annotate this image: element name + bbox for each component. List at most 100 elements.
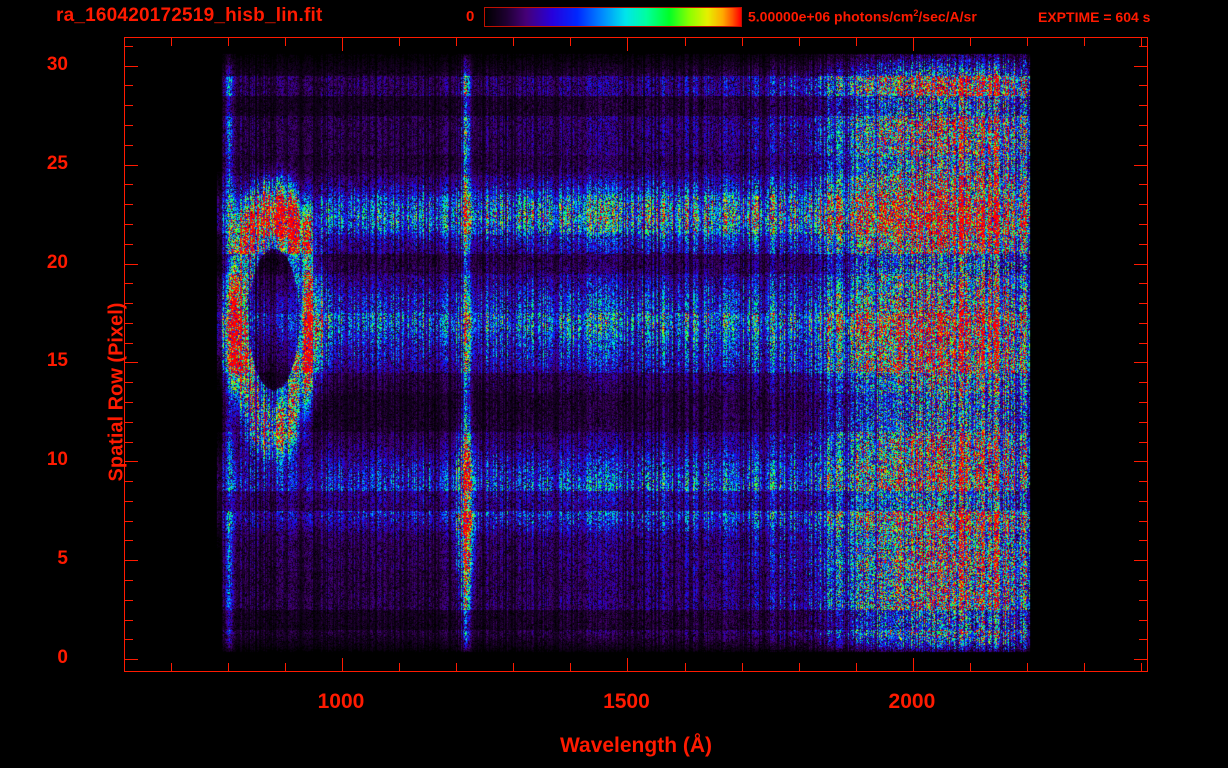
y-tick-label: 20 bbox=[46, 251, 68, 273]
y-tick bbox=[125, 46, 133, 47]
x-tick bbox=[970, 663, 971, 671]
x-tick bbox=[1084, 663, 1085, 671]
y-tick bbox=[125, 85, 133, 86]
x-tick bbox=[799, 663, 800, 671]
x-tick-top bbox=[228, 38, 229, 46]
x-tick-top bbox=[685, 38, 686, 46]
y-tick bbox=[125, 402, 133, 403]
y-tick-right bbox=[1139, 85, 1147, 86]
y-tick-right bbox=[1134, 659, 1147, 660]
x-tick-top bbox=[913, 38, 914, 51]
x-tick-top bbox=[1084, 38, 1085, 46]
y-tick-label: 15 bbox=[46, 350, 68, 372]
y-tick bbox=[125, 659, 138, 660]
y-tick bbox=[125, 639, 133, 640]
y-tick bbox=[125, 560, 138, 561]
plot-frame: Spatial Row (Pixel) bbox=[106, 37, 1148, 672]
y-tick bbox=[125, 283, 133, 284]
y-tick bbox=[125, 323, 133, 324]
x-tick-top bbox=[513, 38, 514, 46]
y-tick bbox=[125, 461, 138, 462]
x-tick bbox=[342, 658, 343, 671]
y-tick bbox=[125, 540, 133, 541]
x-tick bbox=[627, 658, 628, 671]
colorbar bbox=[484, 7, 742, 27]
y-tick bbox=[125, 521, 133, 522]
x-tick-top bbox=[1141, 38, 1142, 46]
y-tick-right bbox=[1139, 244, 1147, 245]
x-tick-top bbox=[342, 38, 343, 51]
heatmap-image bbox=[125, 38, 1147, 671]
x-axis-title: Wavelength (Å) bbox=[559, 734, 713, 757]
x-tick-top bbox=[456, 38, 457, 46]
y-tick-right bbox=[1139, 501, 1147, 502]
x-tick-top bbox=[570, 38, 571, 46]
y-tick-label: 30 bbox=[46, 53, 68, 75]
y-tick bbox=[125, 244, 133, 245]
x-tick-top bbox=[1027, 38, 1028, 46]
y-tick bbox=[125, 382, 133, 383]
y-tick bbox=[125, 481, 133, 482]
y-tick bbox=[125, 204, 133, 205]
y-tick-right bbox=[1134, 461, 1147, 462]
x-tick bbox=[1141, 663, 1142, 671]
y-tick bbox=[125, 580, 133, 581]
y-tick bbox=[125, 362, 138, 363]
x-tick bbox=[171, 663, 172, 671]
y-tick bbox=[125, 125, 133, 126]
x-tick-top bbox=[856, 38, 857, 46]
x-tick bbox=[1027, 663, 1028, 671]
x-tick-top bbox=[285, 38, 286, 46]
y-tick-right bbox=[1139, 204, 1147, 205]
x-tick-top bbox=[742, 38, 743, 46]
y-tick bbox=[125, 184, 133, 185]
y-tick-right bbox=[1139, 639, 1147, 640]
x-tick bbox=[856, 663, 857, 671]
y-tick-right bbox=[1139, 145, 1147, 146]
y-tick bbox=[125, 303, 133, 304]
y-tick-right bbox=[1139, 382, 1147, 383]
y-tick bbox=[125, 165, 138, 166]
y-tick bbox=[125, 145, 133, 146]
y-tick bbox=[125, 442, 133, 443]
x-tick bbox=[228, 663, 229, 671]
y-tick-right bbox=[1139, 481, 1147, 482]
y-tick bbox=[125, 501, 133, 502]
y-tick-right bbox=[1139, 125, 1147, 126]
y-tick-label: 25 bbox=[46, 152, 68, 174]
y-tick bbox=[125, 264, 138, 265]
y-tick-right bbox=[1139, 303, 1147, 304]
x-tick-top bbox=[399, 38, 400, 46]
x-tick bbox=[285, 663, 286, 671]
y-tick-right bbox=[1139, 105, 1147, 106]
y-tick bbox=[125, 600, 133, 601]
y-tick bbox=[125, 422, 133, 423]
y-tick-right bbox=[1139, 580, 1147, 581]
y-tick-right bbox=[1134, 66, 1147, 67]
y-tick-label: 5 bbox=[57, 548, 68, 570]
y-tick-right bbox=[1134, 165, 1147, 166]
page-title: ra_160420172519_hisb_lin.fit bbox=[56, 5, 323, 26]
y-tick-label: 0 bbox=[57, 647, 68, 669]
y-tick bbox=[125, 66, 138, 67]
y-tick-right bbox=[1139, 422, 1147, 423]
x-tick bbox=[570, 663, 571, 671]
y-tick bbox=[125, 105, 133, 106]
y-tick-right bbox=[1139, 323, 1147, 324]
y-tick-right bbox=[1139, 46, 1147, 47]
y-tick bbox=[125, 620, 133, 621]
colorbar-units-suffix: /sec/A/sr bbox=[918, 8, 977, 25]
colorbar-max-value: 5.00000e+06 bbox=[748, 8, 831, 25]
y-axis-title: Spatial Row (Pixel) bbox=[105, 302, 128, 482]
x-tick-top bbox=[799, 38, 800, 46]
x-tick bbox=[742, 663, 743, 671]
x-tick-label: 1000 bbox=[317, 690, 365, 713]
x-tick bbox=[913, 658, 914, 671]
y-tick-right bbox=[1134, 264, 1147, 265]
y-tick-right bbox=[1134, 560, 1147, 561]
x-tick-top bbox=[627, 38, 628, 51]
y-tick-right bbox=[1139, 343, 1147, 344]
x-tick-top bbox=[171, 38, 172, 46]
y-tick-right bbox=[1139, 600, 1147, 601]
